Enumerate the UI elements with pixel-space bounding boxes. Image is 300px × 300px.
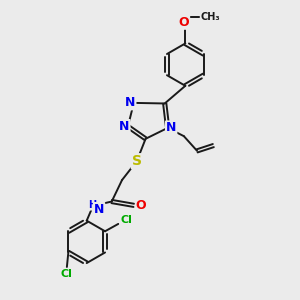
Text: N: N <box>119 120 130 133</box>
Text: Cl: Cl <box>61 269 73 279</box>
Text: CH₃: CH₃ <box>200 12 220 22</box>
Text: S: S <box>132 154 142 168</box>
Text: N: N <box>94 203 104 216</box>
Text: N: N <box>166 122 176 134</box>
Text: O: O <box>136 199 146 212</box>
Text: H: H <box>88 200 96 210</box>
Text: O: O <box>178 16 189 29</box>
Text: N: N <box>125 96 136 110</box>
Text: Cl: Cl <box>120 215 132 225</box>
